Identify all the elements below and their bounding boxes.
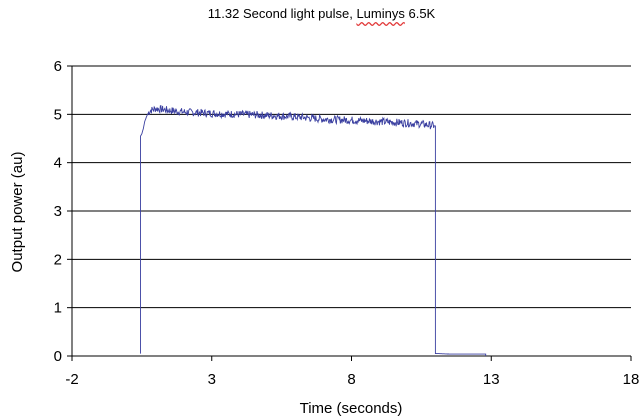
chart-title-brand: Luminys [356, 6, 405, 21]
series-layer [140, 104, 487, 356]
y-tick-label-1: 1 [54, 300, 62, 317]
x-tick-label-3: 13 [483, 371, 500, 388]
y-tick-label-6: 6 [54, 58, 62, 75]
y-tick-label-3: 3 [54, 203, 62, 220]
x-tick-label-0: -2 [65, 371, 78, 388]
x-tick-label-2: 8 [347, 371, 355, 388]
series-line-0 [140, 104, 487, 356]
y-tick-label-5: 5 [54, 106, 62, 123]
chart-title-main: 11.32 Second light pulse, [207, 6, 357, 21]
y-tick-label-4: 4 [54, 155, 62, 172]
y-tick-label-0: 0 [54, 348, 62, 365]
chart-title-tail: 6.5K [404, 6, 436, 21]
y-tick-label-2: 2 [54, 251, 62, 268]
y-axis-title: Output power (au) [9, 152, 26, 273]
x-tick-label-4: 18 [623, 371, 640, 388]
x-axis-title: Time (seconds) [300, 400, 403, 417]
axis-layer: 0 1 2 3 4 5 6 -2 3 8 13 18 [54, 58, 640, 388]
chart-title: 11.32 Second light pulse, Luminys 6.5K [0, 6, 643, 21]
x-tick-label-1: 3 [208, 371, 216, 388]
